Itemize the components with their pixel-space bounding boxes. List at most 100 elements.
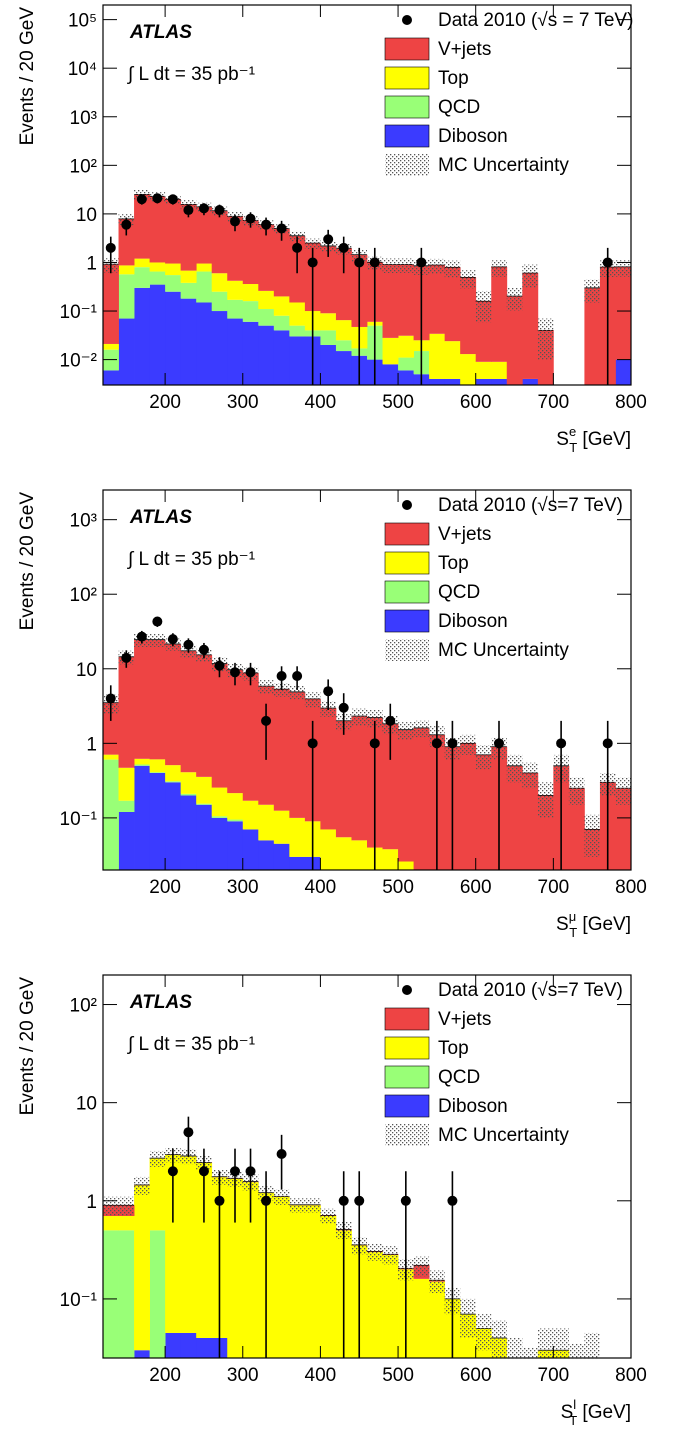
data-point [323, 686, 334, 697]
stack-segment [149, 271, 166, 285]
stack-segment [103, 702, 119, 755]
y-tick-label: 10 [76, 660, 97, 681]
stack-segment [615, 788, 631, 870]
mc-uncertainty [429, 258, 445, 274]
legend-swatch [384, 66, 430, 90]
data-point [261, 715, 272, 726]
legend-label: Diboson [438, 611, 508, 632]
stack-segment [118, 1215, 135, 1231]
data-point [198, 644, 209, 655]
y-tick-label: 10⁻¹ [60, 1290, 98, 1311]
stack-segment [289, 336, 306, 385]
stack-segment [103, 754, 119, 760]
stack-segment [134, 194, 150, 259]
y-tick-label: 10² [70, 156, 97, 177]
legend-swatch [384, 522, 430, 546]
stack-segment [165, 765, 182, 782]
y-tick-label: 1 [86, 253, 97, 274]
stack-segment [180, 282, 197, 299]
legend-swatch [384, 580, 430, 604]
stack-segment [180, 650, 197, 773]
stack-segment [273, 330, 290, 385]
stack-segment [103, 759, 119, 870]
stack-segment [289, 302, 306, 326]
x-tick-label: 700 [538, 1365, 570, 1386]
legend-label: Data 2010 (√s = 7 TeV) [438, 10, 633, 31]
x-axis-label: Sl T [GeV] [561, 1397, 631, 1428]
stack-segment [118, 800, 135, 812]
legend-marker [402, 985, 412, 995]
stack-segment [398, 335, 414, 358]
data-point [292, 671, 303, 682]
mc-uncertainty [475, 1314, 492, 1351]
stack-segment [103, 264, 119, 344]
mc-uncertainty [351, 708, 367, 726]
stack-segment [398, 357, 414, 371]
stack-segment [134, 267, 150, 288]
stack-segment [242, 301, 259, 322]
stack-segment [273, 1196, 290, 1358]
stack-segment [211, 210, 228, 274]
legend-swatch [384, 37, 430, 61]
panel: 200 300 400 500 600 700 800 10⁻¹ 1 10 10² 10³ Events… [17, 489, 647, 940]
stack-segment [165, 275, 182, 292]
stack-segment [615, 266, 631, 360]
stack-segment [335, 837, 352, 870]
mc-uncertainty [460, 734, 476, 755]
stack-segment [289, 691, 306, 818]
mc-uncertainty [537, 1328, 554, 1358]
stack-segment [134, 1185, 150, 1351]
x-label-superscript: μ [569, 909, 577, 924]
stack-segment [180, 795, 197, 870]
stack-segment [165, 263, 182, 276]
mc-uncertainty [382, 258, 399, 273]
x-label-unit: [GeV] [577, 1402, 631, 1423]
data-point [167, 194, 178, 205]
stack-segment [196, 271, 213, 303]
stack-segment [118, 811, 135, 870]
stack-segment [211, 291, 228, 312]
data-point [307, 257, 318, 268]
x-tick-label: 600 [460, 877, 492, 898]
stack-segment [242, 220, 259, 285]
stack-segment [165, 199, 182, 264]
luminosity-label: ∫ L dt = 35 pb⁻¹ [127, 64, 255, 85]
mc-uncertainty [568, 1343, 585, 1358]
stack-segment [227, 216, 244, 281]
stack-segment [460, 354, 477, 385]
legend-swatch [384, 1007, 430, 1031]
stack-segment [180, 793, 197, 796]
data-point [276, 671, 287, 682]
stack-segment [149, 759, 166, 773]
stack-segment [134, 639, 150, 759]
x-label-superscript: e [569, 424, 576, 439]
stack-segment [258, 804, 275, 841]
data-point [105, 242, 116, 253]
mc-uncertainty [304, 692, 321, 708]
mc-uncertainty [475, 290, 492, 323]
x-tick-label: 400 [305, 392, 337, 413]
stack-segment [429, 1281, 446, 1358]
stack-segment [242, 800, 259, 830]
stack-segment [118, 265, 135, 275]
data-point [245, 667, 256, 678]
legend-label: V+jets [438, 1009, 491, 1030]
data-point [230, 667, 240, 678]
stack-segment [335, 351, 352, 385]
y-tick-label: 10² [70, 585, 97, 606]
y-tick-label: 10⁻² [60, 351, 98, 372]
data-point [214, 1195, 225, 1206]
plot-frame [102, 4, 632, 386]
legend-swatch [385, 154, 429, 176]
stack-segment [413, 727, 430, 870]
stack-segment [103, 343, 119, 350]
stack-segment [196, 1337, 213, 1358]
stack-segment [103, 1215, 119, 1231]
stack-segment [180, 1332, 197, 1358]
data-point [307, 738, 318, 749]
legend-swatch [384, 95, 430, 119]
stack-segment [382, 723, 399, 850]
x-label-subscript: T [569, 440, 577, 455]
mc-uncertainty [568, 777, 585, 805]
stack-segment [398, 729, 414, 862]
